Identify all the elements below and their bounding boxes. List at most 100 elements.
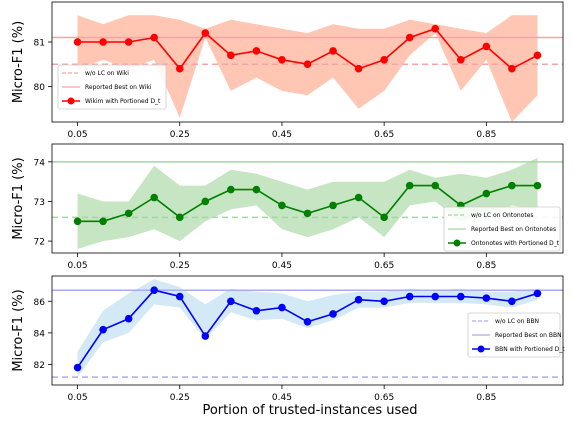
- data-point: [354, 64, 363, 73]
- x-tick-label: 0.25: [170, 393, 190, 403]
- x-tick-label: 0.85: [476, 393, 496, 403]
- x-tick-label: 0.05: [68, 393, 88, 403]
- legend-box: [467, 312, 561, 358]
- y-tick-label: 72: [34, 238, 45, 248]
- y-tick-label: 80: [34, 83, 46, 93]
- data-point: [278, 303, 286, 312]
- data-point: [303, 60, 312, 69]
- x-tick-label: 0.05: [68, 261, 88, 271]
- data-point: [380, 213, 388, 222]
- data-point: [278, 201, 286, 210]
- data-point: [73, 38, 82, 46]
- x-tick-label: 0.25: [170, 130, 190, 140]
- x-tick-label: 0.85: [476, 130, 496, 140]
- data-point: [354, 193, 363, 202]
- legend-label: Ontonotes with Portioned D_t: [471, 240, 560, 247]
- data-point: [508, 297, 516, 306]
- data-point: [457, 55, 465, 64]
- data-point: [533, 289, 542, 298]
- data-point: [150, 286, 158, 295]
- data-point: [150, 33, 158, 42]
- legend-marker: [67, 97, 75, 105]
- y-axis-label: Micro-F1 (%): [11, 21, 26, 103]
- data-point: [431, 292, 440, 301]
- data-point: [533, 51, 542, 60]
- legend: w/o LC on BBN Reported Best on BBN BBN w…: [467, 312, 565, 358]
- plot-frame: [51, 275, 564, 386]
- data-point: [405, 181, 414, 190]
- legend-label: Reported Best on Wiki: [85, 84, 152, 91]
- data-point: [124, 314, 133, 323]
- x-tick-label: 0.25: [170, 261, 190, 271]
- data-point: [508, 181, 516, 190]
- panel-wiki: 80 81 0.05 0.25 0.45 0.65 0.85 Micro-F1 (%) w…: [11, 1, 564, 140]
- panel-bbn: 82 84 86 0.05 0.25 0.45 0.65 0.85 Micro-F1 (%)…: [11, 275, 565, 403]
- data-point: [227, 185, 235, 194]
- y-tick-label: 82: [34, 361, 45, 371]
- data-point: [124, 209, 133, 218]
- legend-label: w/o LC on BBN: [495, 318, 539, 325]
- data-point: [482, 189, 491, 198]
- data-point: [150, 193, 158, 202]
- x-tick-label: 0.85: [476, 261, 496, 271]
- data-point: [278, 55, 286, 64]
- data-point: [405, 292, 414, 301]
- data-point: [431, 181, 440, 190]
- data-point: [482, 42, 491, 51]
- data-point: [380, 55, 388, 64]
- plot-frame: [51, 1, 564, 123]
- legend-box: [443, 206, 561, 252]
- data-point: [303, 209, 312, 218]
- y-tick-label: 73: [34, 198, 45, 208]
- data-point: [201, 197, 210, 206]
- legend: w/o LC on Ontonotes Reported Best on Ont…: [443, 206, 561, 252]
- data-point: [329, 47, 337, 55]
- legend: w/o LC on Wiki Reported Best on Wiki Wik…: [57, 64, 167, 110]
- x-tick-label: 0.45: [272, 393, 292, 403]
- plot-frame: [51, 143, 564, 254]
- y-tick-label: 86: [34, 298, 46, 308]
- y-tick-label: 74: [34, 158, 46, 168]
- data-point: [73, 363, 82, 372]
- data-point: [227, 297, 235, 306]
- data-point: [508, 64, 516, 73]
- data-point: [533, 181, 542, 190]
- data-point: [175, 64, 184, 73]
- legend-box: [57, 64, 167, 110]
- confidence-band: [77, 15, 538, 122]
- x-tick-label: 0.65: [374, 130, 394, 140]
- data-point: [354, 295, 363, 304]
- data-point: [124, 38, 133, 46]
- data-point: [252, 185, 261, 194]
- legend-label: Reported Best on Ontonotes: [471, 226, 556, 233]
- x-tick-label: 0.45: [272, 261, 292, 271]
- legend-label: BBN with Portioned D_t: [495, 346, 565, 353]
- y-tick-label: 84: [34, 329, 46, 339]
- legend-marker: [453, 239, 461, 247]
- legend-label: w/o LC on Wiki: [85, 70, 129, 77]
- data-point: [201, 332, 210, 340]
- y-axis-label: Micro-F1 (%): [11, 289, 26, 371]
- data-point: [73, 217, 82, 226]
- confidence-band: [77, 279, 538, 378]
- data-point: [457, 292, 465, 301]
- data-point: [482, 294, 491, 302]
- legend-label: Reported Best on BBN: [495, 332, 562, 339]
- y-axis-label: Micro-F1 (%): [11, 157, 26, 239]
- data-point: [303, 318, 312, 326]
- data-point: [201, 29, 210, 37]
- data-point: [227, 51, 235, 60]
- data-point: [99, 325, 107, 334]
- data-point: [329, 310, 337, 318]
- data-point: [175, 292, 184, 301]
- data-point: [99, 217, 107, 226]
- legend-label: Wikim with Portioned D_t: [85, 98, 161, 105]
- panel-ontonotes: 72 73 74 0.05 0.25 0.45 0.65 0.85 Micro-F1 (%)…: [11, 143, 564, 271]
- x-tick-label: 0.65: [374, 261, 394, 271]
- data-point: [99, 38, 107, 46]
- x-tick-label: 0.45: [272, 130, 292, 140]
- data-point: [252, 306, 261, 315]
- y-tick-label: 81: [34, 39, 45, 49]
- data-point: [175, 213, 184, 222]
